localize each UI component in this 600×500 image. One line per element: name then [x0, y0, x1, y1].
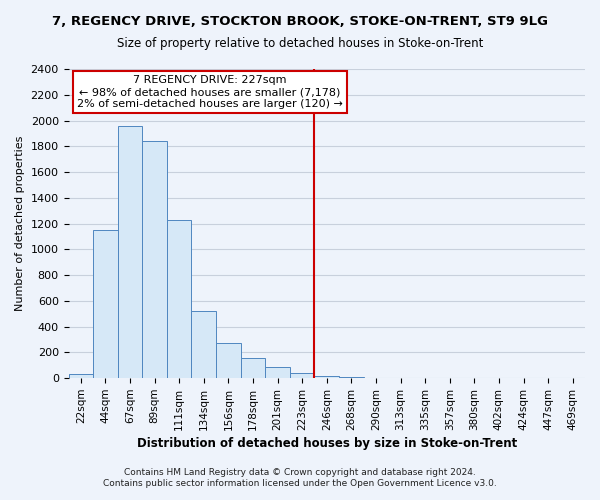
Bar: [290, 373, 314, 378]
Bar: [93, 230, 118, 378]
Bar: [142, 141, 167, 378]
X-axis label: Distribution of detached houses by size in Stoke-on-Trent: Distribution of detached houses by size …: [137, 437, 517, 450]
Bar: [314, 376, 339, 378]
Bar: [167, 220, 191, 378]
Bar: [241, 358, 265, 378]
Text: Size of property relative to detached houses in Stoke-on-Trent: Size of property relative to detached ho…: [117, 38, 483, 51]
Text: Contains HM Land Registry data © Crown copyright and database right 2024.
Contai: Contains HM Land Registry data © Crown c…: [103, 468, 497, 487]
Y-axis label: Number of detached properties: Number of detached properties: [15, 136, 25, 312]
Text: 7 REGENCY DRIVE: 227sqm
← 98% of detached houses are smaller (7,178)
2% of semi-: 7 REGENCY DRIVE: 227sqm ← 98% of detache…: [77, 76, 343, 108]
Bar: [216, 344, 241, 378]
Bar: [265, 366, 290, 378]
Bar: [118, 126, 142, 378]
Bar: [191, 311, 216, 378]
Bar: [68, 374, 93, 378]
Bar: [339, 377, 364, 378]
Text: 7, REGENCY DRIVE, STOCKTON BROOK, STOKE-ON-TRENT, ST9 9LG: 7, REGENCY DRIVE, STOCKTON BROOK, STOKE-…: [52, 15, 548, 28]
